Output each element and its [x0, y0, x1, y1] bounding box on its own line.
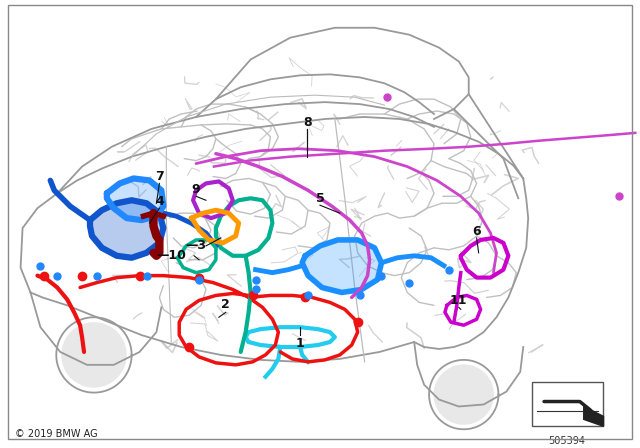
Text: 1: 1: [296, 337, 305, 350]
Text: 4: 4: [155, 195, 164, 208]
Polygon shape: [90, 200, 163, 258]
Text: 11: 11: [450, 294, 468, 307]
Polygon shape: [107, 178, 163, 220]
Text: 9: 9: [192, 183, 200, 196]
Text: 7: 7: [155, 170, 164, 183]
Text: 5: 5: [316, 192, 324, 205]
Text: © 2019 BMW AG: © 2019 BMW AG: [15, 429, 97, 439]
Text: —3: —3: [185, 239, 206, 252]
Text: 2: 2: [221, 298, 230, 311]
Polygon shape: [62, 323, 126, 387]
Text: 8: 8: [303, 116, 312, 129]
Text: 505394: 505394: [548, 436, 586, 446]
Polygon shape: [435, 365, 493, 424]
Bar: [532, 382, 602, 426]
Text: —10: —10: [156, 249, 186, 262]
Text: 6: 6: [472, 225, 481, 238]
Polygon shape: [302, 240, 381, 293]
Polygon shape: [584, 406, 604, 426]
